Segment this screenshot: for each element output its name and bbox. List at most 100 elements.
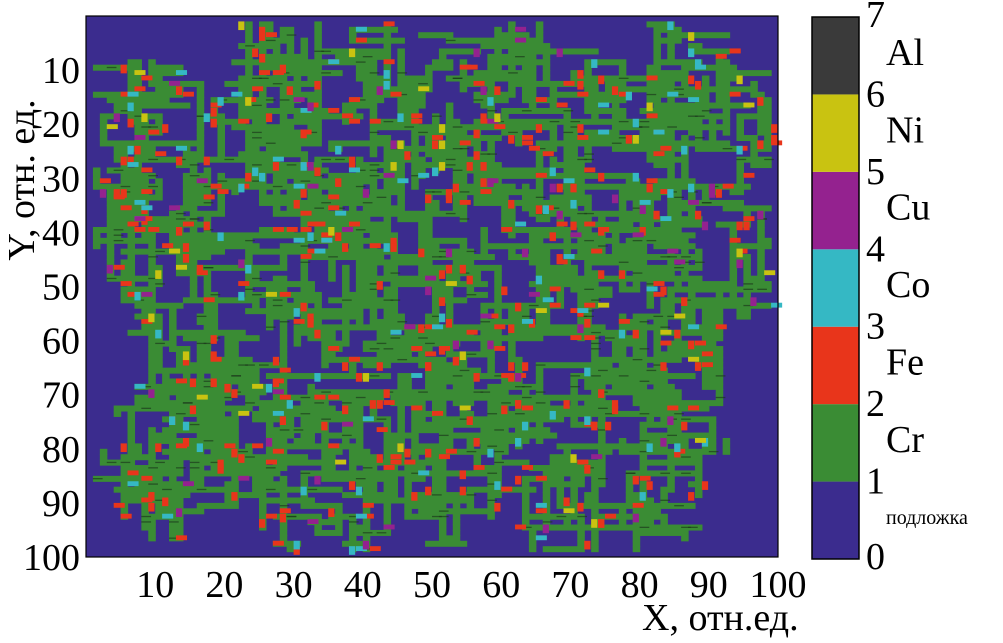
cr-cell — [528, 237, 544, 244]
cr-cell — [293, 340, 302, 347]
co-atom — [487, 97, 494, 106]
fe-atom — [584, 302, 596, 308]
fe-atom — [660, 189, 672, 194]
cr-cell — [224, 335, 260, 342]
cluster-edge — [203, 386, 214, 388]
cr-cell — [425, 140, 482, 147]
cluster-edge — [674, 88, 684, 90]
fe-atom — [445, 194, 453, 204]
co-atom — [521, 421, 529, 431]
co-atom — [390, 329, 402, 335]
cluster-edge — [577, 515, 588, 518]
cluster-edge — [355, 99, 366, 101]
cluster-edge — [141, 515, 152, 518]
cr-cell — [92, 172, 101, 179]
co-atom — [348, 167, 361, 173]
co-atom — [667, 91, 679, 97]
cr-cell — [217, 151, 225, 158]
cr-cell — [701, 378, 724, 385]
cu-atom — [383, 524, 395, 530]
cr-cell — [521, 502, 530, 509]
cluster-edge — [265, 142, 276, 144]
cr-cell — [425, 64, 454, 71]
cr-cell — [535, 270, 578, 277]
cr-cell — [556, 486, 565, 493]
co-atom — [383, 70, 390, 79]
cr-cell — [639, 486, 648, 493]
cr-cell — [383, 513, 392, 520]
fe-atom — [148, 492, 155, 501]
cluster-edge — [591, 331, 601, 334]
cu-atom — [577, 324, 584, 334]
fe-atom — [570, 183, 577, 193]
fe-atom — [653, 291, 665, 297]
cr-cell — [508, 248, 516, 255]
cluster-edge — [487, 445, 498, 447]
fe-atom — [348, 97, 361, 103]
cr-cell — [688, 194, 696, 201]
cluster-edge — [570, 386, 581, 388]
cr-cell — [729, 232, 738, 239]
fe-atom — [175, 156, 183, 166]
cluster-edge — [203, 267, 214, 269]
cluster-edge — [611, 142, 622, 144]
cluster-edge — [189, 467, 200, 469]
cluster-edge — [376, 532, 387, 534]
cr-cell — [397, 427, 405, 434]
cr-cell — [259, 48, 267, 55]
cr-cell — [189, 470, 281, 477]
fe-atom — [438, 346, 446, 355]
cr-cell — [508, 64, 516, 71]
fe-atom — [245, 172, 252, 182]
cr-cell — [362, 346, 433, 353]
cu-atom — [238, 259, 245, 269]
cr-cell — [148, 448, 156, 455]
fe-atom — [272, 540, 284, 546]
fe-atom — [376, 362, 383, 371]
fe-atom — [259, 26, 266, 36]
cr-cell — [722, 437, 731, 444]
cr-cell — [432, 405, 447, 412]
cr-cell — [591, 546, 599, 553]
cr-cell — [549, 162, 585, 169]
cluster-edge — [708, 450, 719, 453]
fe-atom — [501, 486, 513, 492]
cr-cell — [342, 281, 350, 288]
cr-cell — [196, 118, 205, 125]
ni-atom — [598, 302, 610, 308]
cluster-edge — [674, 196, 684, 198]
cr-cell — [591, 486, 599, 493]
cr-cell — [694, 465, 703, 472]
cr-cell — [99, 124, 108, 131]
fe-atom — [120, 189, 127, 198]
cr-cell — [660, 221, 703, 228]
co-atom — [515, 437, 522, 447]
cr-cell — [272, 459, 336, 466]
cr-cell — [397, 383, 412, 390]
ni-atom — [335, 459, 347, 465]
cu-atom — [452, 340, 459, 350]
fe-atom — [314, 394, 326, 400]
x-tick-label: 100 — [750, 564, 807, 606]
cr-cell — [563, 167, 585, 174]
cr-cell — [307, 75, 322, 82]
cr-cell — [348, 97, 385, 104]
cluster-edge — [681, 418, 691, 420]
ni-atom — [445, 281, 457, 286]
fe-atom — [210, 107, 217, 117]
cr-cell — [217, 205, 225, 212]
fe-atom — [369, 400, 376, 409]
cr-cell — [473, 118, 703, 125]
colorbar-label: Cr — [886, 419, 924, 461]
y-tick-label: 100 — [23, 537, 80, 579]
cluster-edge — [487, 499, 498, 501]
fe-atom — [224, 443, 236, 449]
cr-cell — [314, 529, 343, 536]
cr-cell — [425, 70, 433, 77]
fe-atom — [328, 394, 340, 400]
cr-cell — [245, 443, 253, 450]
fe-atom — [238, 454, 245, 463]
cr-cell — [300, 502, 343, 509]
fe-atom — [432, 410, 444, 416]
cluster-edge — [390, 272, 401, 274]
